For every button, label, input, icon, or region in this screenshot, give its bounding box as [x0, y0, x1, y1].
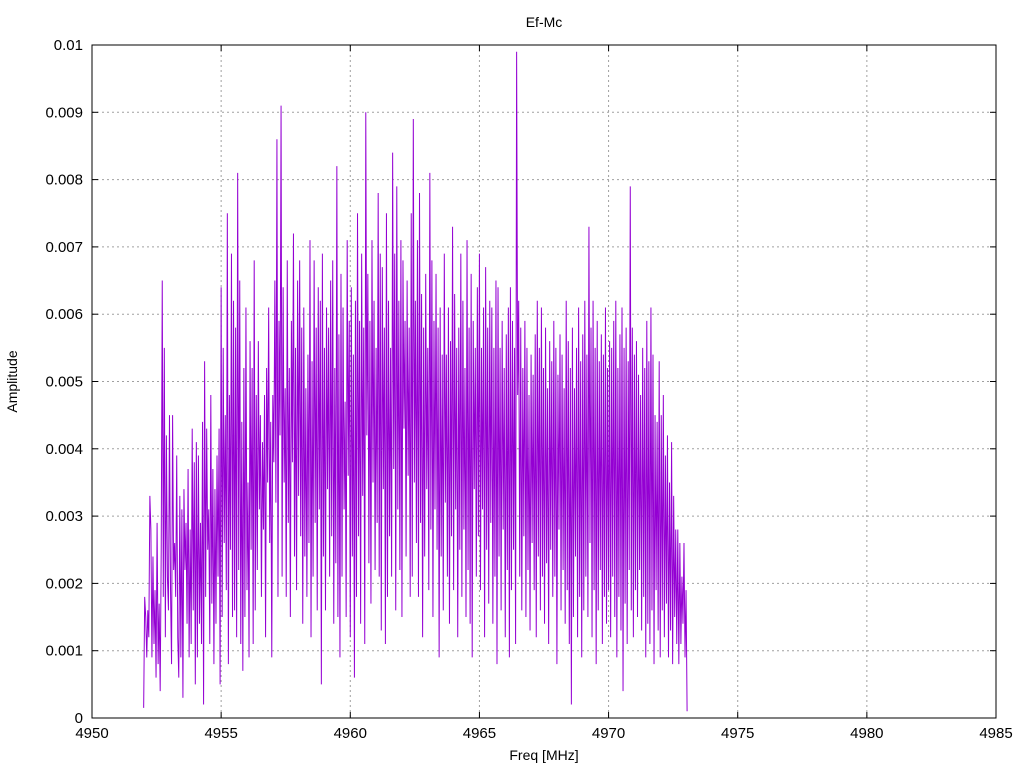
y-tick-label: 0.002: [45, 575, 83, 592]
y-tick-label: 0.003: [45, 508, 83, 525]
y-axis-title: Amplitude: [4, 350, 20, 412]
x-tick-label: 4975: [721, 725, 754, 742]
y-tick-label: 0.01: [54, 37, 83, 54]
x-tick-label: 4950: [75, 725, 108, 742]
chart-title: Ef-Mc: [526, 14, 563, 30]
x-tick-label: 4960: [334, 725, 367, 742]
y-tick-label: 0.004: [45, 441, 83, 458]
x-tick-label: 4970: [592, 725, 625, 742]
y-tick-label: 0: [75, 710, 83, 727]
y-tick-label: 0.005: [45, 374, 83, 391]
x-tick-label: 4985: [979, 725, 1012, 742]
ticks: [91, 44, 997, 719]
y-tick-label: 0.009: [45, 104, 83, 121]
y-tick-label: 0.001: [45, 643, 83, 660]
x-tick-label: 4965: [463, 725, 496, 742]
x-tick-label: 4955: [204, 725, 237, 742]
x-axis-title: Freq [MHz]: [509, 747, 578, 763]
y-tick-label: 0.006: [45, 306, 83, 323]
series-line: [143, 51, 688, 712]
y-tick-label: 0.008: [45, 172, 83, 189]
x-tick-label: 4980: [850, 725, 883, 742]
plot-area: [143, 51, 688, 712]
y-tick-label: 0.007: [45, 239, 83, 256]
tick-labels: 4950 4955 4960 4965 4970 4975 4980 4985 0 0.001 0.…: [45, 37, 1012, 742]
